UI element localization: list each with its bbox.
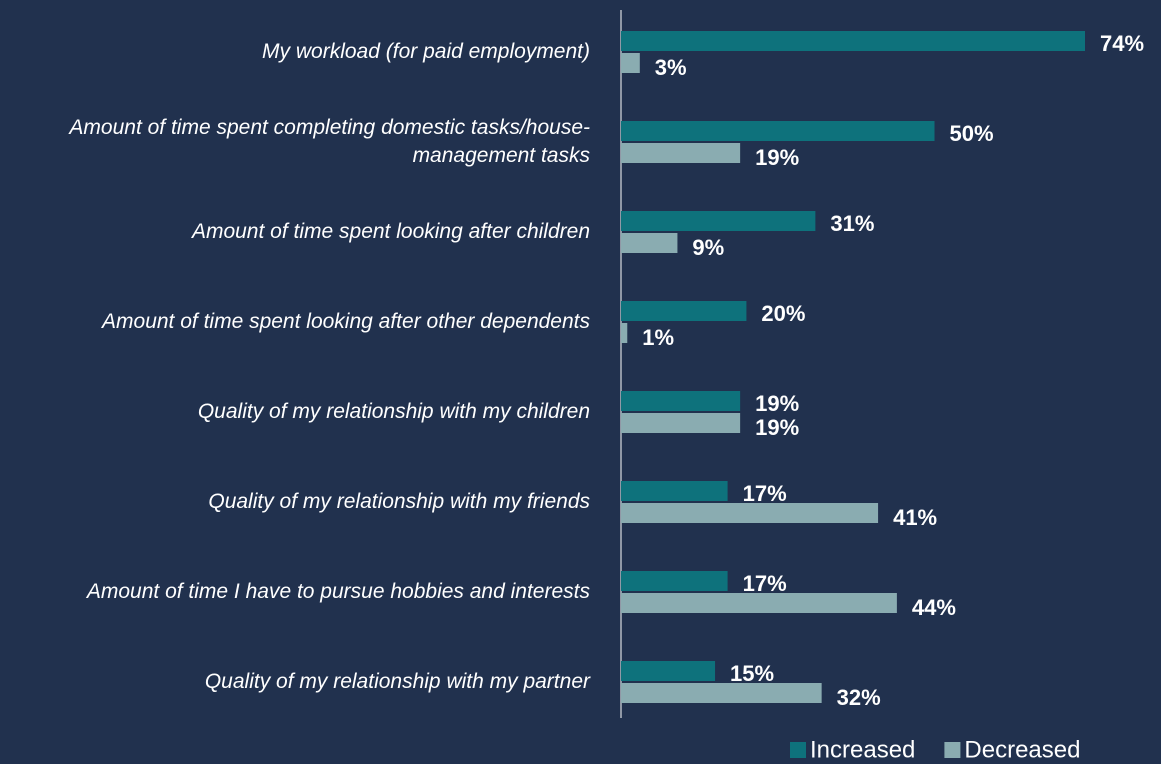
value-label: 15% (730, 661, 774, 686)
bar (621, 391, 741, 411)
bar (621, 53, 640, 73)
bar (621, 661, 716, 681)
value-label: 19% (755, 415, 799, 440)
bar (621, 143, 741, 163)
category-label: Quality of my relationship with my partn… (204, 670, 590, 693)
category-label: Quality of my relationship with my frien… (208, 490, 590, 513)
value-label: 3% (655, 55, 687, 80)
bar (621, 593, 897, 613)
legend-swatch (790, 742, 806, 758)
bar (621, 481, 728, 501)
category-label: Quality of my relationship with my child… (197, 400, 590, 423)
value-label: 41% (893, 505, 937, 530)
bar (621, 233, 678, 253)
value-label: 50% (950, 121, 994, 146)
value-label: 9% (692, 235, 724, 260)
category-label: Amount of time spent completing domestic… (69, 116, 590, 167)
bar (621, 413, 741, 433)
bar (621, 323, 628, 343)
bar (621, 211, 816, 231)
value-label: 19% (755, 145, 799, 170)
value-label: 31% (830, 211, 874, 236)
value-label: 17% (743, 481, 787, 506)
bar (621, 571, 728, 591)
value-label: 44% (912, 595, 956, 620)
bar (621, 121, 935, 141)
bar (621, 683, 822, 703)
bar (621, 301, 747, 321)
bar (621, 31, 1085, 51)
category-label: Amount of time spent looking after other… (102, 310, 590, 333)
category-label: Amount of time spent looking after child… (191, 220, 590, 243)
value-label: 17% (743, 571, 787, 596)
legend-swatch (944, 742, 961, 758)
bar (621, 503, 879, 523)
value-label: 1% (642, 325, 674, 350)
value-label: 32% (837, 685, 881, 710)
legend-label: Increased (810, 736, 915, 763)
category-label: Amount of time I have to pursue hobbies … (86, 580, 590, 603)
category-label: My workload (for paid employment) (262, 40, 590, 63)
legend-label: Decreased (964, 736, 1080, 763)
value-label: 20% (761, 301, 805, 326)
value-label: 74% (1100, 31, 1144, 56)
value-label: 19% (755, 391, 799, 416)
